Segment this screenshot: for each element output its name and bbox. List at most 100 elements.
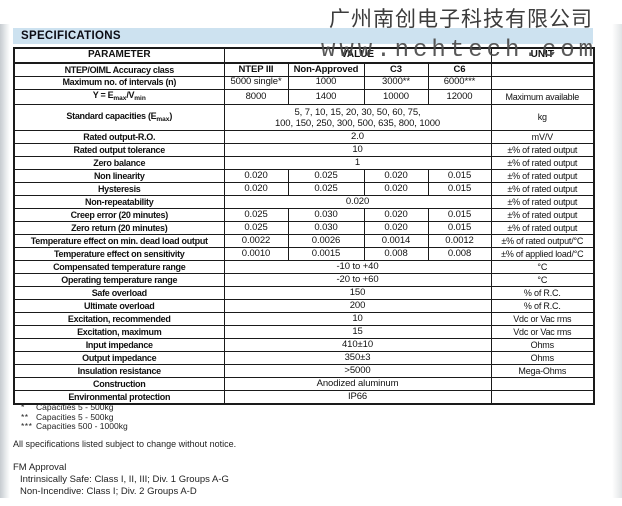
footnote-text: Capacities 5 - 500kg xyxy=(36,411,114,422)
table-row: Non linearity 0.020 0.025 0.020 0.015 ±% of r… xyxy=(13,169,595,183)
value-cell: 1 xyxy=(223,156,492,170)
value-cell: 0.020 xyxy=(223,195,492,209)
watermark-company: 广州南创电子科技有限公司 xyxy=(329,7,593,31)
table-row: Compensated temperature range -10 to +40 °… xyxy=(13,260,595,274)
unit-cell: ±% of rated output xyxy=(490,195,595,209)
table-row: Zero return (20 minutes) 0.025 0.030 0.020 0… xyxy=(13,221,595,235)
table-row: Hysteresis 0.020 0.025 0.020 0.015 ±% of rate… xyxy=(13,182,595,196)
unit-cell: ±% of rated output xyxy=(490,182,595,196)
section-title: SPECIFICATIONS xyxy=(21,30,121,42)
fm-approval: FM Approval Intrinsically Safe: Class I,… xyxy=(13,462,229,498)
footnote-marker: *** xyxy=(21,421,33,432)
value-cell: 0.015 xyxy=(427,208,492,222)
footnote: ** Capacities 5 - 500kg xyxy=(21,411,128,423)
value-header-cell: VALUE xyxy=(223,47,492,64)
table-row: Environmental protection IP66 xyxy=(13,390,595,404)
value-cell: 0.025 xyxy=(287,169,365,183)
param-cell: Insulation resistance xyxy=(13,364,225,378)
table-row: Safe overload 150% of R.C. xyxy=(13,286,595,300)
table-row: Y = Emax/Vmin 8000 1400 10000 12000 Maximum a… xyxy=(13,88,595,105)
param-cell: Standard capacities (Emax) xyxy=(13,104,225,131)
footnote: *** Capacities 500 - 1000kg xyxy=(21,421,128,432)
param-header-cell: PARAMETER xyxy=(13,47,225,64)
value-cell: 1000 xyxy=(287,75,365,90)
fm-approval-title: FM Approval xyxy=(13,462,67,473)
table-row: Temperature effect on min. dead load out… xyxy=(13,234,595,248)
unit-cell: °C xyxy=(490,273,595,287)
value-cell: 0.020 xyxy=(363,221,429,235)
value-cell: 15 xyxy=(223,325,492,339)
value-cell: 3000** xyxy=(363,75,429,90)
param-cell: Ultimate overload xyxy=(13,299,225,313)
table-row: Temperature effect on sensitivity 0.0010 0… xyxy=(13,247,595,261)
param-cell: Rated output tolerance xyxy=(13,143,225,157)
param-cell: Temperature effect on min. dead load out… xyxy=(13,234,225,248)
spec-table-body: NTEP/OIML Accuracy class NTEP III Non-Appr… xyxy=(13,62,595,404)
unit-cell: ±% of rated output/°C xyxy=(490,234,595,248)
param-cell: NTEP/OIML Accuracy class xyxy=(13,62,225,77)
unit-cell: °C xyxy=(490,260,595,274)
table-row: Rated output tolerance 10 ±% of rated outp… xyxy=(13,143,595,157)
disclaimer-note: All specifications listed subject to cha… xyxy=(13,439,237,449)
footnote-marker: ** xyxy=(21,411,29,422)
value-cell: 5, 7, 10, 15, 20, 30, 50, 60, 75, 100, 1… xyxy=(223,104,492,131)
param-cell: Safe overload xyxy=(13,286,225,300)
value-cell: Anodized aluminum xyxy=(223,377,492,391)
value-cell: 0.0010 xyxy=(223,247,289,261)
param-cell: Non-repeatability xyxy=(13,195,225,209)
value-cell: 150 xyxy=(223,286,492,300)
param-cell: Operating temperature range xyxy=(13,273,225,287)
value-cell: 5000 single* xyxy=(223,75,289,90)
unit-header-cell: UNIT xyxy=(490,47,595,64)
unit-cell: ±% of rated output xyxy=(490,156,595,170)
value-cell: 12000 xyxy=(427,88,492,105)
table-row: Creep error (20 minutes) 0.025 0.030 0.020 0… xyxy=(13,208,595,222)
unit-cell: ±% of applied load/°C xyxy=(490,247,595,261)
value-cell: NTEP III xyxy=(223,62,289,77)
value-cell: 10 xyxy=(223,312,492,326)
table-row: Construction Anodized aluminum xyxy=(13,377,595,391)
unit-cell xyxy=(490,377,595,391)
value-cell: 8000 xyxy=(223,88,289,105)
param-cell: Excitation, recommended xyxy=(13,312,225,326)
param-cell: Creep error (20 minutes) xyxy=(13,208,225,222)
value-cell: 0.015 xyxy=(427,169,492,183)
unit-cell: ±% of rated output xyxy=(490,208,595,222)
table-row: Maximum no. of intervals (n) 5000 single*… xyxy=(13,75,595,90)
param-cell: Zero return (20 minutes) xyxy=(13,221,225,235)
unit-cell: Ohms xyxy=(490,351,595,365)
value-cell: 0.020 xyxy=(363,169,429,183)
value-cell: 10000 xyxy=(363,88,429,105)
value-cell: 0.025 xyxy=(287,182,365,196)
fm-approval-lines: Intrinsically Safe: Class I, II, III; Di… xyxy=(13,474,229,498)
value-cell: -20 to +60 xyxy=(223,273,492,287)
param-cell: Y = Emax/Vmin xyxy=(13,88,225,105)
unit-cell: ±% of rated output xyxy=(490,169,595,183)
value-cell: 6000*** xyxy=(427,75,492,90)
value-cell: 0.015 xyxy=(427,221,492,235)
value-cell: 0.0014 xyxy=(363,234,429,248)
table-row: Output impedance 350±3 Ohms xyxy=(13,351,595,365)
unit-cell: mV/V xyxy=(490,130,595,144)
unit-cell: kg xyxy=(490,104,595,131)
table-row: Insulation resistance >5000 Mega-Ohms xyxy=(13,364,595,378)
table-row: Zero balance 1 ±% of rated output xyxy=(13,156,595,170)
value-cell: 0.030 xyxy=(287,221,365,235)
param-cell: Excitation, maximum xyxy=(13,325,225,339)
value-cell: 350±3 xyxy=(223,351,492,365)
value-cell: 0.015 xyxy=(427,182,492,196)
value-cell: 0.0012 xyxy=(427,234,492,248)
param-cell: Maximum no. of intervals (n) xyxy=(13,75,225,90)
unit-cell: Vdc or Vac rms xyxy=(490,312,595,326)
value-cell: 2.0 xyxy=(223,130,492,144)
param-cell: Hysteresis xyxy=(13,182,225,196)
unit-cell: Maximum available xyxy=(490,88,595,105)
table-row: Rated output-R.O. 2.0 mV/V xyxy=(13,130,595,144)
param-cell: Zero balance xyxy=(13,156,225,170)
param-cell: Construction xyxy=(13,377,225,391)
value-cell: 410±10 xyxy=(223,338,492,352)
value-cell: 200 xyxy=(223,299,492,313)
unit-cell xyxy=(490,75,595,90)
unit-cell: % of R.C. xyxy=(490,299,595,313)
param-cell: Input impedance xyxy=(13,338,225,352)
